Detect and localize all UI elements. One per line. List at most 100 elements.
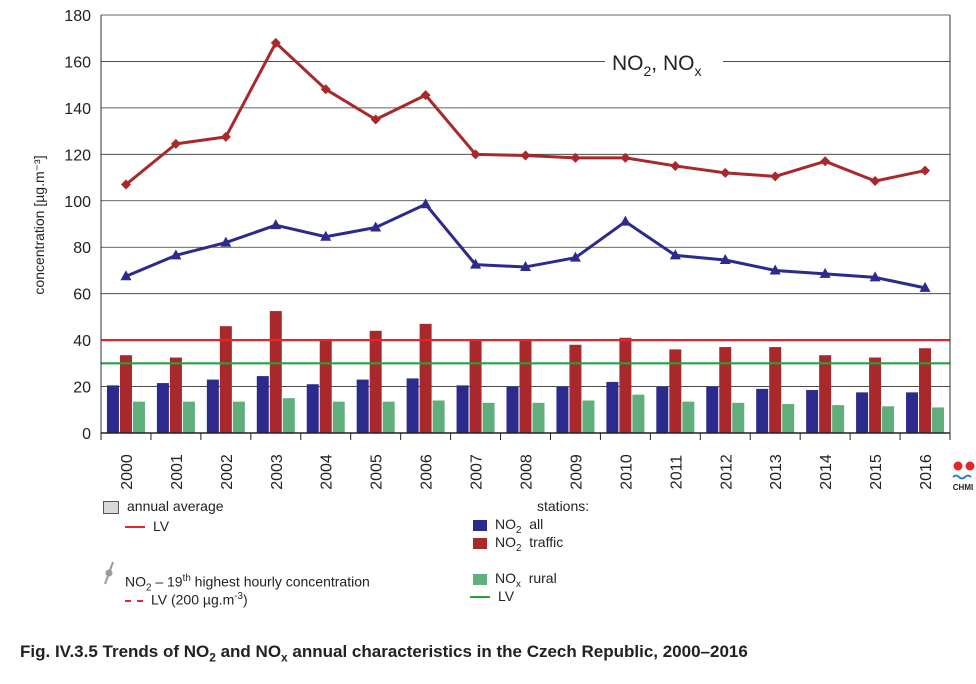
bar	[756, 388, 769, 433]
x-tick-label: 2014	[818, 454, 835, 490]
x-tick-label: 2012	[718, 454, 735, 490]
x-tick-label: 2007	[469, 454, 486, 490]
axes	[100, 15, 951, 440]
bar	[619, 337, 632, 433]
legend-annual-average: annual average	[103, 497, 224, 515]
bar	[156, 383, 169, 433]
series-line	[125, 202, 926, 290]
triangle-marker	[370, 221, 382, 232]
triangle-marker	[120, 270, 132, 281]
bar	[769, 347, 782, 433]
x-tick-label: 2016	[918, 454, 935, 490]
series-line	[125, 41, 926, 186]
diamond-marker	[820, 156, 831, 167]
diamond-marker	[470, 149, 481, 160]
legend-stations-header: stations:	[537, 498, 590, 514]
bar	[319, 338, 332, 433]
triangle-marker	[569, 251, 581, 262]
triangle-marker	[619, 215, 631, 226]
legend-no2-traffic: NO2 traffic	[473, 533, 563, 554]
triangle-marker	[520, 260, 531, 271]
bar	[132, 401, 145, 433]
diamond-marker	[670, 160, 681, 171]
bar	[432, 400, 445, 433]
lv-200-swatch	[125, 599, 143, 602]
bar	[556, 386, 569, 433]
diamond-marker	[170, 138, 181, 149]
bar	[506, 386, 519, 433]
diamond-marker	[420, 90, 431, 101]
bar	[706, 386, 719, 433]
y-axis-label: concentration [µg.m⁻³]	[31, 155, 47, 294]
y-tick-label: 80	[73, 240, 91, 257]
chmi-logo: CHMI	[952, 461, 975, 492]
figure-caption: Fig. IV.3.5 Trends of NO2 and NOx annual…	[20, 642, 748, 665]
bar	[182, 401, 195, 433]
reference-lines	[101, 339, 950, 365]
lv-green-swatch	[470, 596, 490, 599]
legend-lv-red: LV	[125, 517, 169, 535]
bar	[519, 338, 532, 433]
triangle-marker	[220, 236, 232, 247]
bar	[856, 392, 869, 433]
y-tick-label: 100	[64, 194, 91, 211]
y-tick-label: 160	[64, 54, 91, 71]
bar	[782, 403, 795, 433]
x-tick-label: 2011	[668, 455, 685, 490]
diamond-marker	[270, 37, 281, 48]
no2-traffic-swatch	[473, 537, 487, 549]
triangle-marker	[669, 249, 681, 260]
diamond-marker	[370, 114, 381, 125]
triangle-marker	[919, 281, 931, 292]
y-tick-label: 120	[64, 147, 91, 164]
legend-hourly-icon	[102, 560, 116, 589]
nox-rural-swatch	[473, 573, 487, 585]
legend-lv-green: LV	[470, 587, 514, 605]
diamond-marker	[720, 167, 731, 178]
bar	[356, 379, 369, 433]
triangle-marker	[819, 267, 831, 278]
x-tick-label: 2000	[119, 454, 136, 490]
x-tick-label: 2006	[419, 454, 436, 490]
annual-average-swatch	[103, 500, 119, 514]
legend-nox-rural: NOx rural	[473, 569, 557, 590]
x-tick-label: 2009	[568, 454, 585, 490]
bar	[269, 311, 282, 433]
x-tick-label: 2005	[369, 454, 386, 490]
x-tick-label: 2015	[868, 454, 885, 490]
x-tick-label: 2002	[219, 454, 236, 490]
bar	[669, 349, 682, 433]
lv-red-swatch	[125, 526, 145, 529]
chmi-logo-text: CHMI	[953, 483, 973, 492]
triangle-marker	[170, 249, 182, 260]
x-tick-label: 2001	[169, 454, 186, 490]
bar	[482, 402, 495, 433]
bar	[282, 398, 295, 433]
bar	[456, 385, 469, 433]
bar	[869, 357, 882, 433]
bar	[569, 344, 582, 433]
diamond-marker	[570, 152, 581, 163]
triangle-marker	[320, 230, 332, 241]
x-tick-label: 2004	[319, 454, 336, 490]
x-tick-label: 2010	[618, 454, 635, 490]
bar	[419, 323, 432, 433]
bar	[582, 400, 595, 433]
series-lines	[120, 37, 931, 292]
diamond-marker	[520, 150, 531, 161]
y-tick-label: 40	[73, 333, 91, 350]
bar	[606, 381, 619, 433]
no2-all-swatch	[473, 519, 487, 531]
bar	[306, 384, 319, 433]
bar	[882, 406, 895, 433]
bar	[732, 402, 745, 433]
tick-labels: 0 20 40 60 80 100 120 140 160 180 2000 2001 2002 2003…	[64, 8, 935, 490]
bar	[682, 401, 695, 433]
y-tick-label: 180	[64, 8, 91, 25]
y-tick-label: 20	[73, 380, 91, 397]
bar	[382, 401, 395, 433]
bar	[532, 402, 545, 433]
bar	[906, 392, 919, 433]
triangle-marker	[420, 198, 432, 209]
